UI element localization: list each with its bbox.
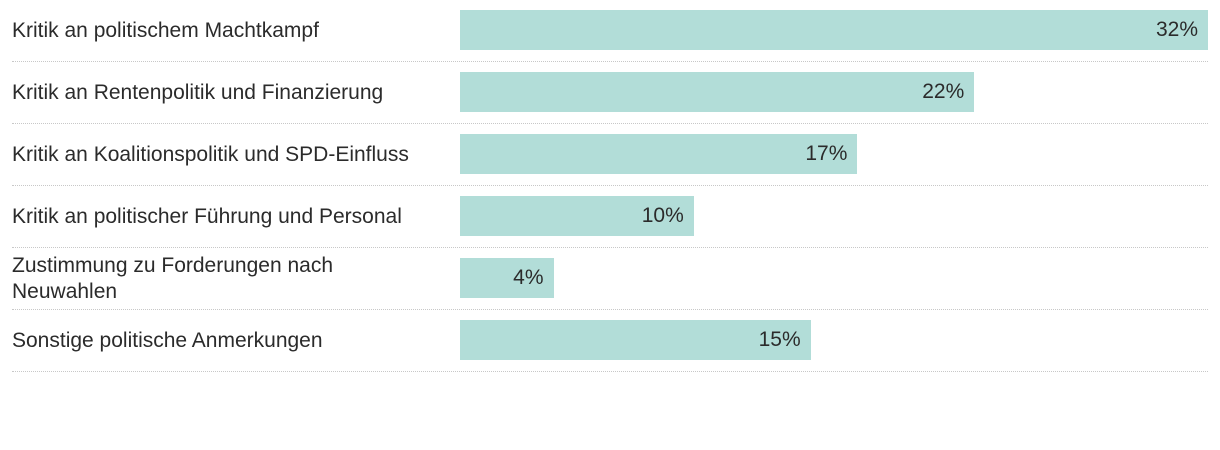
category-label: Kritik an politischer Führung und Person… [12, 204, 402, 228]
bar: 17% [460, 134, 858, 174]
bar-track: 10% [460, 196, 1208, 236]
bar: 32% [460, 10, 1208, 50]
bar-track: 32% [460, 10, 1208, 50]
bar-track: 15% [460, 320, 1208, 360]
bar: 4% [460, 258, 554, 298]
value-label: 22% [922, 80, 965, 103]
bar-row: Kritik an politischer Führung und Person… [12, 186, 1208, 248]
bar-chart: Kritik an politischem Machtkampf 32% Kriti… [12, 0, 1208, 372]
bar-row: Kritik an politischem Machtkampf 32% [12, 0, 1208, 62]
bar: 22% [460, 72, 975, 112]
category-label: Kritik an Rentenpolitik und Finanzierung [12, 80, 384, 104]
bar-track: 4% [460, 258, 1208, 298]
bar-row: Kritik an Koalitionspolitik und SPD-Einf… [12, 124, 1208, 186]
bar: 10% [460, 196, 694, 236]
value-label: 32% [1155, 18, 1198, 41]
bar: 15% [460, 320, 811, 360]
category-label: Kritik an politischem Machtkampf [12, 18, 319, 42]
value-label: 10% [641, 204, 684, 227]
bar-track: 17% [460, 134, 1208, 174]
category-label: Sonstige politische Anmerkungen [12, 328, 323, 352]
value-label: 15% [758, 328, 801, 351]
category-label: Zustimmung zu Forderungen nach Neuwahlen [12, 253, 333, 303]
bar-track: 22% [460, 72, 1208, 112]
category-label: Kritik an Koalitionspolitik und SPD-Einf… [12, 142, 409, 166]
bar-row: Sonstige politische Anmerkungen 15% [12, 310, 1208, 372]
value-label: 4% [513, 266, 544, 289]
bar-row: Zustimmung zu Forderungen nach Neuwahlen… [12, 248, 1208, 310]
bar-row: Kritik an Rentenpolitik und Finanzierung… [12, 62, 1208, 124]
value-label: 17% [805, 142, 848, 165]
